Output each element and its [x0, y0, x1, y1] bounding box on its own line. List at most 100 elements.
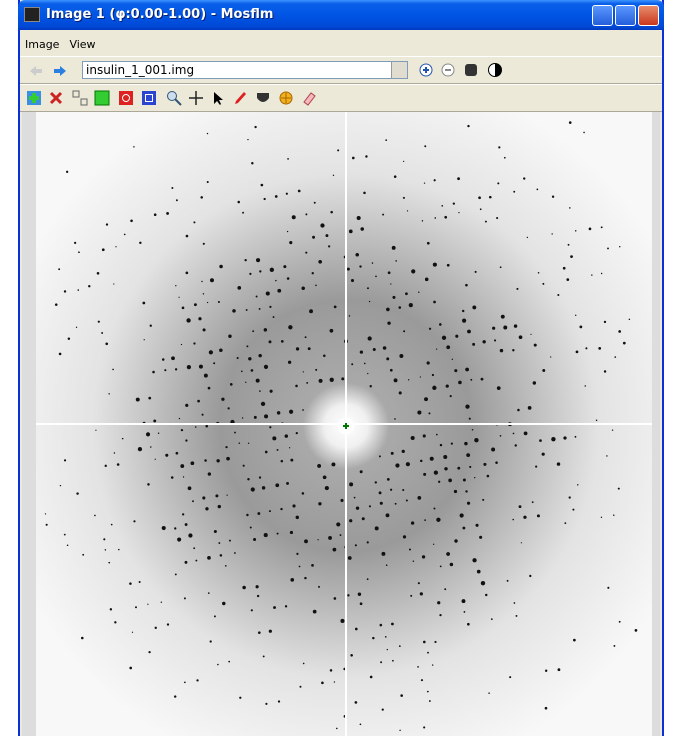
spot — [500, 266, 502, 268]
back-button[interactable] — [28, 63, 44, 79]
spot — [179, 418, 180, 419]
pointer-tool[interactable] — [210, 90, 226, 106]
spot — [542, 453, 545, 456]
spot — [187, 365, 191, 369]
spot — [475, 271, 477, 273]
spot — [507, 580, 509, 582]
forward-button[interactable] — [52, 63, 68, 79]
tool-button[interactable] — [48, 90, 64, 106]
spot — [193, 547, 195, 549]
file-combo[interactable]: insulin_1_001.img — [82, 61, 408, 79]
spot — [340, 499, 343, 502]
spot — [196, 679, 198, 681]
tool-button[interactable] — [72, 90, 88, 106]
spot — [272, 436, 276, 440]
spot — [312, 272, 314, 274]
spot — [372, 637, 374, 639]
spot — [386, 564, 388, 566]
spot — [207, 302, 208, 303]
spot — [202, 414, 204, 416]
spot — [299, 686, 301, 688]
spot — [405, 292, 408, 295]
spot — [422, 555, 425, 558]
spot — [357, 216, 361, 220]
spot — [188, 533, 192, 537]
tool-button[interactable] — [26, 90, 42, 106]
spot — [222, 602, 225, 605]
spot — [410, 595, 412, 597]
spot — [470, 379, 472, 381]
spot — [328, 536, 332, 540]
app-icon — [24, 7, 40, 22]
spot — [400, 694, 403, 697]
spot — [185, 523, 188, 526]
spot — [319, 379, 323, 383]
spot — [228, 661, 230, 663]
spot — [295, 385, 298, 388]
maximize-button[interactable] — [615, 5, 636, 26]
spot — [491, 448, 495, 452]
spot — [504, 157, 506, 159]
spot — [153, 419, 156, 422]
close-button[interactable] — [638, 5, 659, 26]
spot — [318, 502, 321, 505]
spot — [448, 479, 452, 483]
spot — [306, 382, 308, 384]
spot — [148, 397, 151, 400]
spot — [108, 393, 109, 394]
tool-button[interactable] — [141, 90, 157, 106]
zoom-in-button[interactable] — [418, 62, 434, 78]
combo-arrow[interactable] — [391, 62, 407, 78]
menu-item[interactable]: View — [64, 36, 100, 53]
pan-tool[interactable] — [188, 90, 204, 106]
spot — [382, 214, 384, 216]
spot — [194, 303, 197, 306]
contrast-button[interactable] — [487, 62, 503, 78]
spot — [545, 707, 548, 710]
image-viewport[interactable] — [22, 112, 660, 736]
pen-tool[interactable] — [232, 90, 248, 106]
spot — [330, 378, 334, 382]
fit-button[interactable] — [463, 62, 479, 78]
spot — [466, 453, 470, 457]
eraser-tool[interactable] — [301, 90, 317, 106]
spot — [444, 588, 446, 590]
spot — [204, 459, 207, 462]
spot — [296, 516, 299, 519]
spot — [318, 586, 320, 588]
spot — [182, 513, 184, 515]
spot — [139, 242, 141, 244]
spot — [575, 315, 576, 316]
circle-tool[interactable] — [278, 90, 294, 106]
menu-item[interactable]: Image — [20, 36, 64, 53]
tool-button[interactable] — [94, 90, 110, 106]
minimize-button[interactable] — [592, 5, 613, 26]
spot — [589, 228, 592, 231]
zoom-tool[interactable] — [166, 90, 182, 106]
spot — [583, 132, 585, 134]
spot — [241, 371, 243, 373]
spot — [403, 197, 405, 199]
mask-tool[interactable] — [255, 90, 271, 106]
spot — [564, 522, 566, 524]
spot — [367, 578, 369, 580]
spot — [519, 505, 522, 508]
spot — [215, 494, 218, 497]
spot — [433, 544, 434, 545]
spot — [495, 461, 498, 464]
spot — [399, 391, 402, 394]
spot — [465, 368, 469, 372]
spot — [287, 158, 289, 160]
spot — [387, 649, 388, 650]
spot — [523, 516, 526, 519]
spot — [186, 235, 189, 238]
spot — [118, 549, 119, 550]
spot — [413, 560, 414, 561]
spot — [601, 273, 602, 274]
spot — [406, 499, 408, 501]
spot — [349, 482, 353, 486]
zoom-out-button[interactable] — [440, 62, 456, 78]
spot — [399, 645, 401, 647]
tool-button[interactable] — [118, 90, 134, 106]
spot — [402, 489, 404, 491]
